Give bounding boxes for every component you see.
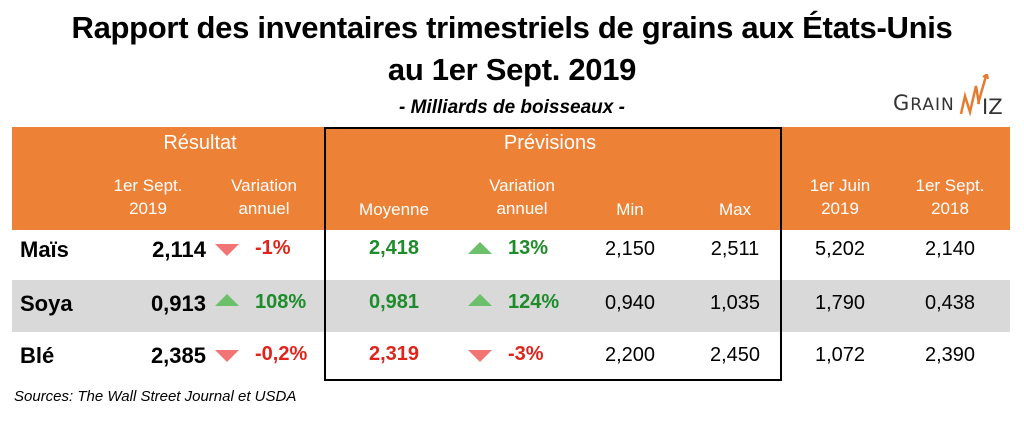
down-arrow-icon [468, 350, 492, 362]
avg-change-mais: 13% [508, 237, 549, 259]
result-change-mais: -1% [255, 237, 291, 259]
header-result-value: 1er Sept. 2019 [113, 176, 183, 218]
max-value-mais: 2,511 [710, 238, 760, 260]
report-title: Rapport des inventaires trimestriels de … [71, 10, 953, 45]
min-value-ble: 2,200 [604, 344, 656, 366]
max-value-ble: 2,450 [709, 344, 761, 366]
result-value-soya: 0,913 [150, 291, 206, 316]
up-arrow-icon [468, 294, 492, 306]
result-change-soya: 108% [255, 291, 307, 313]
down-arrow-icon [215, 244, 239, 256]
avg-value-soya: 0,981 [368, 291, 420, 313]
avg-value-ble: 2,319 [368, 343, 420, 365]
source-note: Sources: The Wall Street Journal et USDA [14, 388, 297, 405]
prev-year-value-soya: 0,438 [924, 292, 976, 314]
logo-wordmark: GRAIN [893, 91, 955, 115]
header-min: Min [616, 200, 644, 219]
avg-change-ble: -3% [508, 343, 544, 365]
logo-wiz-icon: IZ [959, 74, 1003, 119]
report-unit: - Milliards de boisseaux - [399, 97, 625, 118]
table-header-band [12, 127, 1010, 230]
row-label-ble: Blé [20, 343, 55, 368]
up-arrow-icon [468, 242, 492, 254]
header-june: 1er Juin 2019 [809, 176, 871, 218]
june-value-soya: 1,790 [814, 292, 866, 314]
min-value-soya: 0,940 [604, 292, 656, 314]
result-change-ble: -0,2% [255, 343, 308, 365]
header-max: Max [718, 200, 752, 219]
header-prev-year: 1er Sept. 2018 [915, 176, 985, 218]
header-avg-change: Variation annuel [489, 176, 555, 218]
row-label-mais: Maïs [20, 237, 69, 262]
row-label-soya: Soya [20, 291, 73, 316]
report-date: au 1er Sept. 2019 [387, 52, 637, 87]
header-group-result: Résultat [163, 132, 237, 154]
min-value-mais: 2,150 [604, 238, 656, 260]
up-arrow-icon [215, 294, 239, 306]
prev-year-value-ble: 2,390 [924, 344, 976, 366]
table-row-band [12, 280, 1010, 332]
result-value-mais: 2,114 [152, 237, 206, 262]
avg-change-soya: 124% [508, 291, 560, 313]
header-result-change: Variation annuel [231, 176, 297, 218]
june-value-mais: 5,202 [814, 238, 866, 260]
header-group-forecast: Prévisions [503, 132, 597, 154]
forecast-frame [324, 127, 782, 381]
june-value-ble: 1,072 [814, 344, 866, 366]
svg-text:IZ: IZ [982, 95, 1003, 119]
prev-year-value-mais: 2,140 [924, 238, 976, 260]
avg-value-mais: 2,418 [368, 237, 420, 259]
result-value-ble: 2,385 [150, 343, 206, 368]
max-value-soya: 1,035 [709, 292, 761, 314]
down-arrow-icon [215, 350, 239, 362]
grainwiz-logo: GRAIN IZ [893, 74, 1008, 124]
header-avg: Moyenne [359, 200, 429, 219]
